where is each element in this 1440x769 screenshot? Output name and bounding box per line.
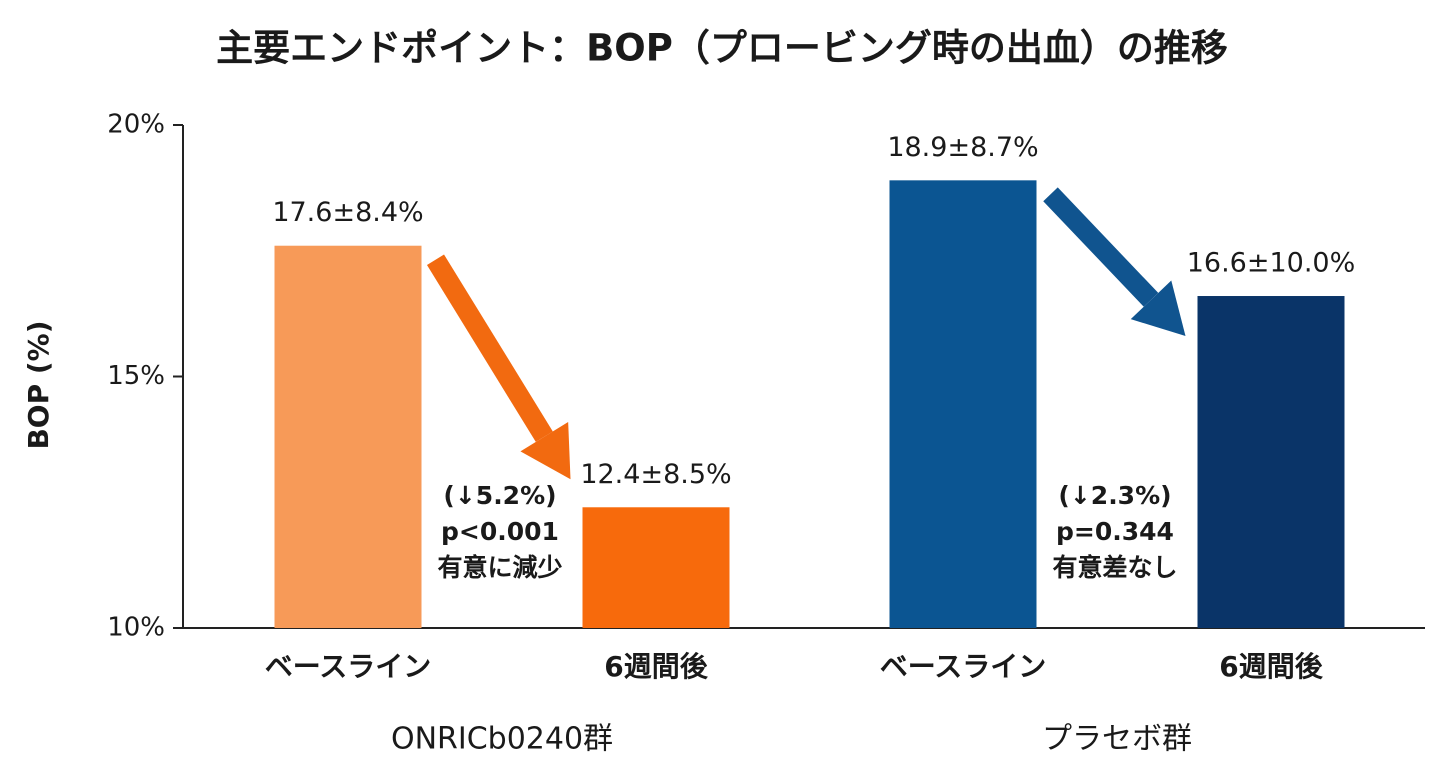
trend-arrow-head xyxy=(520,422,571,480)
trend-arrow-head xyxy=(1130,280,1186,337)
annotation: p<0.001 xyxy=(441,517,559,546)
annotation: 有意差なし xyxy=(1052,553,1177,582)
group-label: ONRICb0240群 xyxy=(391,722,613,757)
x-tick-label: 6週間後 xyxy=(604,650,708,683)
trend-arrow-shaft xyxy=(1043,187,1159,307)
y-tick-label: 20% xyxy=(107,110,165,140)
y-tick-label: 15% xyxy=(107,361,165,391)
chart-title: 主要エンドポイント：BOP（プロービング時の出血）の推移 xyxy=(216,27,1228,70)
bar xyxy=(582,507,730,628)
annotation: (↓5.2%) xyxy=(443,481,556,510)
group-label: プラセボ群 xyxy=(1042,722,1192,757)
x-tick-label: ベースライン xyxy=(880,650,1047,683)
value-label: 18.9±8.7% xyxy=(887,132,1038,163)
annotation: p=0.344 xyxy=(1056,517,1174,546)
y-tick-label: 10% xyxy=(107,613,165,643)
bar xyxy=(274,245,422,628)
x-tick-label: ベースライン xyxy=(265,650,432,683)
trend-arrow-shaft xyxy=(426,254,553,442)
value-label: 12.4±8.5% xyxy=(580,459,731,490)
annotation: (↓2.3%) xyxy=(1058,481,1171,510)
y-axis-label: BOP (%) xyxy=(22,320,55,449)
value-label: 16.6±10.0% xyxy=(1187,248,1356,279)
bar xyxy=(1197,296,1345,628)
bar xyxy=(889,180,1037,628)
value-label: 17.6±8.4% xyxy=(272,197,423,228)
annotation: 有意に減少 xyxy=(437,553,562,582)
x-tick-label: 6週間後 xyxy=(1219,650,1323,683)
